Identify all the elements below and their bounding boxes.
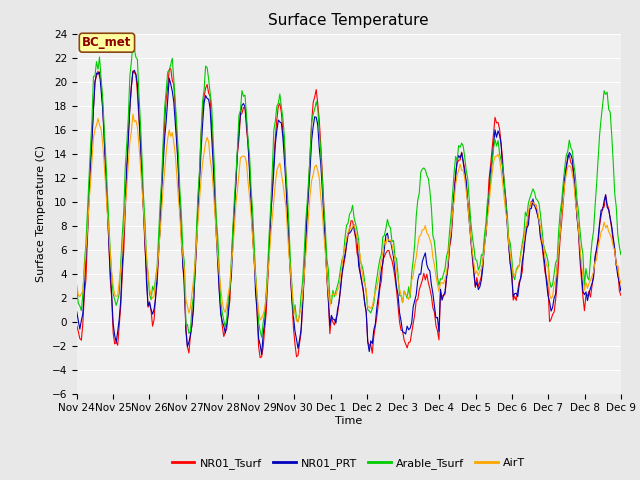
Title: Surface Temperature: Surface Temperature xyxy=(269,13,429,28)
Legend: NR01_Tsurf, NR01_PRT, Arable_Tsurf, AirT: NR01_Tsurf, NR01_PRT, Arable_Tsurf, AirT xyxy=(168,453,530,473)
Y-axis label: Surface Temperature (C): Surface Temperature (C) xyxy=(36,145,46,282)
Text: BC_met: BC_met xyxy=(82,36,132,49)
X-axis label: Time: Time xyxy=(335,416,362,426)
